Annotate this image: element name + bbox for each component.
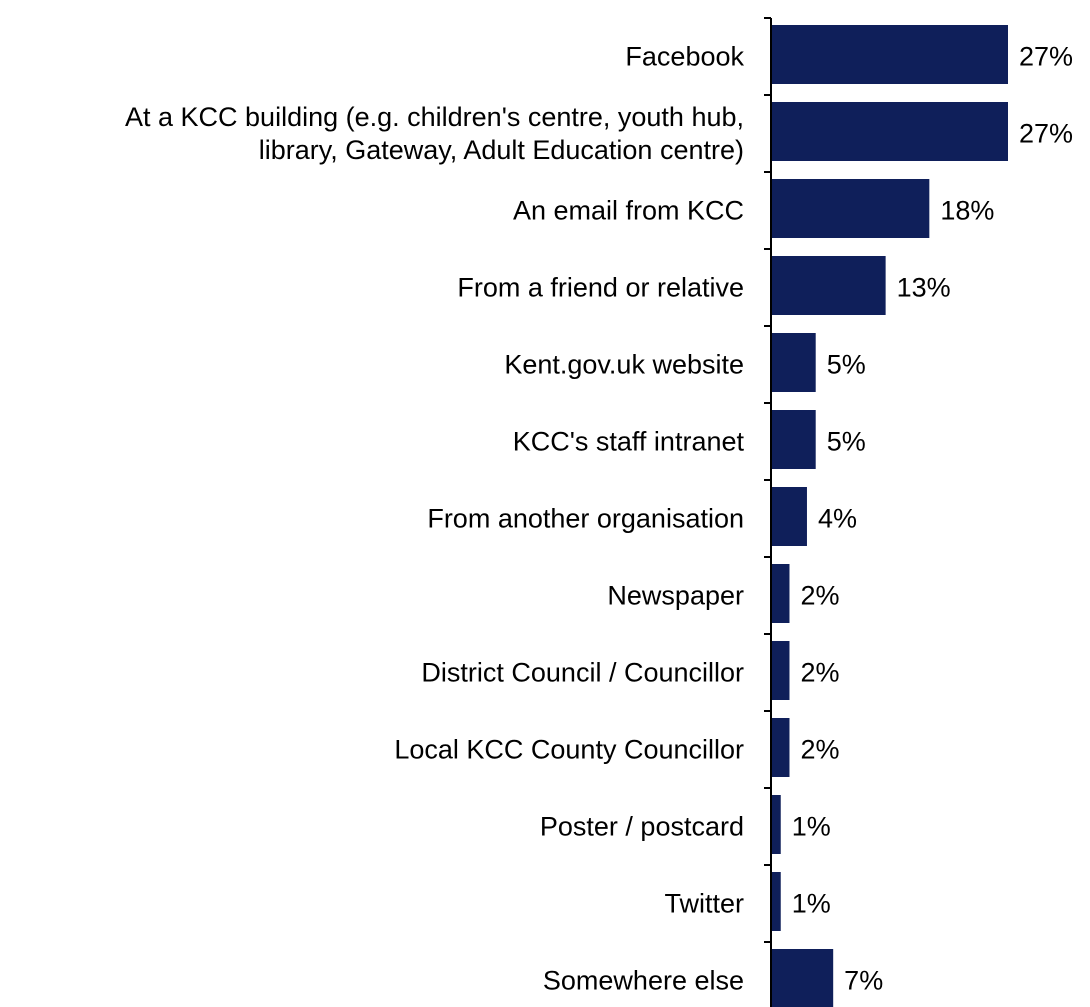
category-label: Poster / postcard	[540, 812, 744, 842]
category-label: From another organisation	[427, 504, 744, 534]
category-label-line: An email from KCC	[513, 196, 744, 226]
category-label: From a friend or relative	[457, 273, 744, 303]
category-label-line: From another organisation	[427, 504, 744, 534]
category-label: Newspaper	[607, 581, 744, 611]
category-label-line: library, Gateway, Adult Education centre…	[259, 135, 744, 165]
value-label: 2%	[800, 658, 839, 688]
category-label-line: KCC's staff intranet	[513, 427, 745, 457]
category-label-line: District Council / Councillor	[421, 658, 744, 688]
bar	[772, 718, 790, 777]
bar	[772, 641, 790, 700]
category-label-line: From a friend or relative	[457, 273, 744, 303]
bar	[772, 872, 781, 931]
bar	[772, 564, 790, 623]
value-label: 2%	[800, 581, 839, 611]
value-label: 18%	[940, 196, 994, 226]
category-label: Somewhere else	[543, 966, 744, 996]
bar	[772, 487, 807, 546]
category-label: KCC's staff intranet	[513, 427, 745, 457]
bar	[772, 102, 1008, 161]
bar	[772, 949, 834, 1007]
value-label: 2%	[800, 735, 839, 765]
category-label: At a KCC building (e.g. children's centr…	[125, 102, 744, 165]
value-label: 27%	[1019, 42, 1073, 72]
category-label: Local KCC County Councillor	[394, 735, 744, 765]
bar	[772, 410, 816, 469]
category-label: District Council / Councillor	[421, 658, 744, 688]
category-label-line: Twitter	[664, 889, 744, 919]
category-label-line: Newspaper	[607, 581, 744, 611]
category-label-line: Local KCC County Councillor	[394, 735, 744, 765]
bar	[772, 179, 930, 238]
category-label: Facebook	[625, 42, 744, 72]
category-label-line: Somewhere else	[543, 966, 744, 996]
category-label-line: Poster / postcard	[540, 812, 744, 842]
bar	[772, 795, 781, 854]
category-label-line: Kent.gov.uk website	[504, 350, 744, 380]
value-label: 5%	[827, 350, 866, 380]
value-label: 1%	[792, 889, 831, 919]
category-label-line: Facebook	[625, 42, 744, 72]
category-label-line: At a KCC building (e.g. children's centr…	[125, 102, 744, 132]
value-label: 27%	[1019, 119, 1073, 149]
value-label: 5%	[827, 427, 866, 457]
bars-group	[772, 25, 1008, 1007]
value-label: 13%	[897, 273, 951, 303]
bar	[772, 256, 886, 315]
category-label: Twitter	[664, 889, 744, 919]
value-label: 1%	[792, 812, 831, 842]
category-labels-group: Facebook At a KCC building (e.g. children…	[125, 42, 744, 996]
value-labels-group: 27% 27% 18% 13% 5% 5% 4% 2% 2% 2% 1% 1% 7%	[792, 42, 1073, 996]
value-label: 7%	[844, 966, 883, 996]
value-label: 4%	[818, 504, 857, 534]
category-label: An email from KCC	[513, 196, 744, 226]
category-axis	[764, 17, 772, 1007]
bar	[772, 25, 1008, 84]
bar	[772, 333, 816, 392]
category-label: Kent.gov.uk website	[504, 350, 744, 380]
